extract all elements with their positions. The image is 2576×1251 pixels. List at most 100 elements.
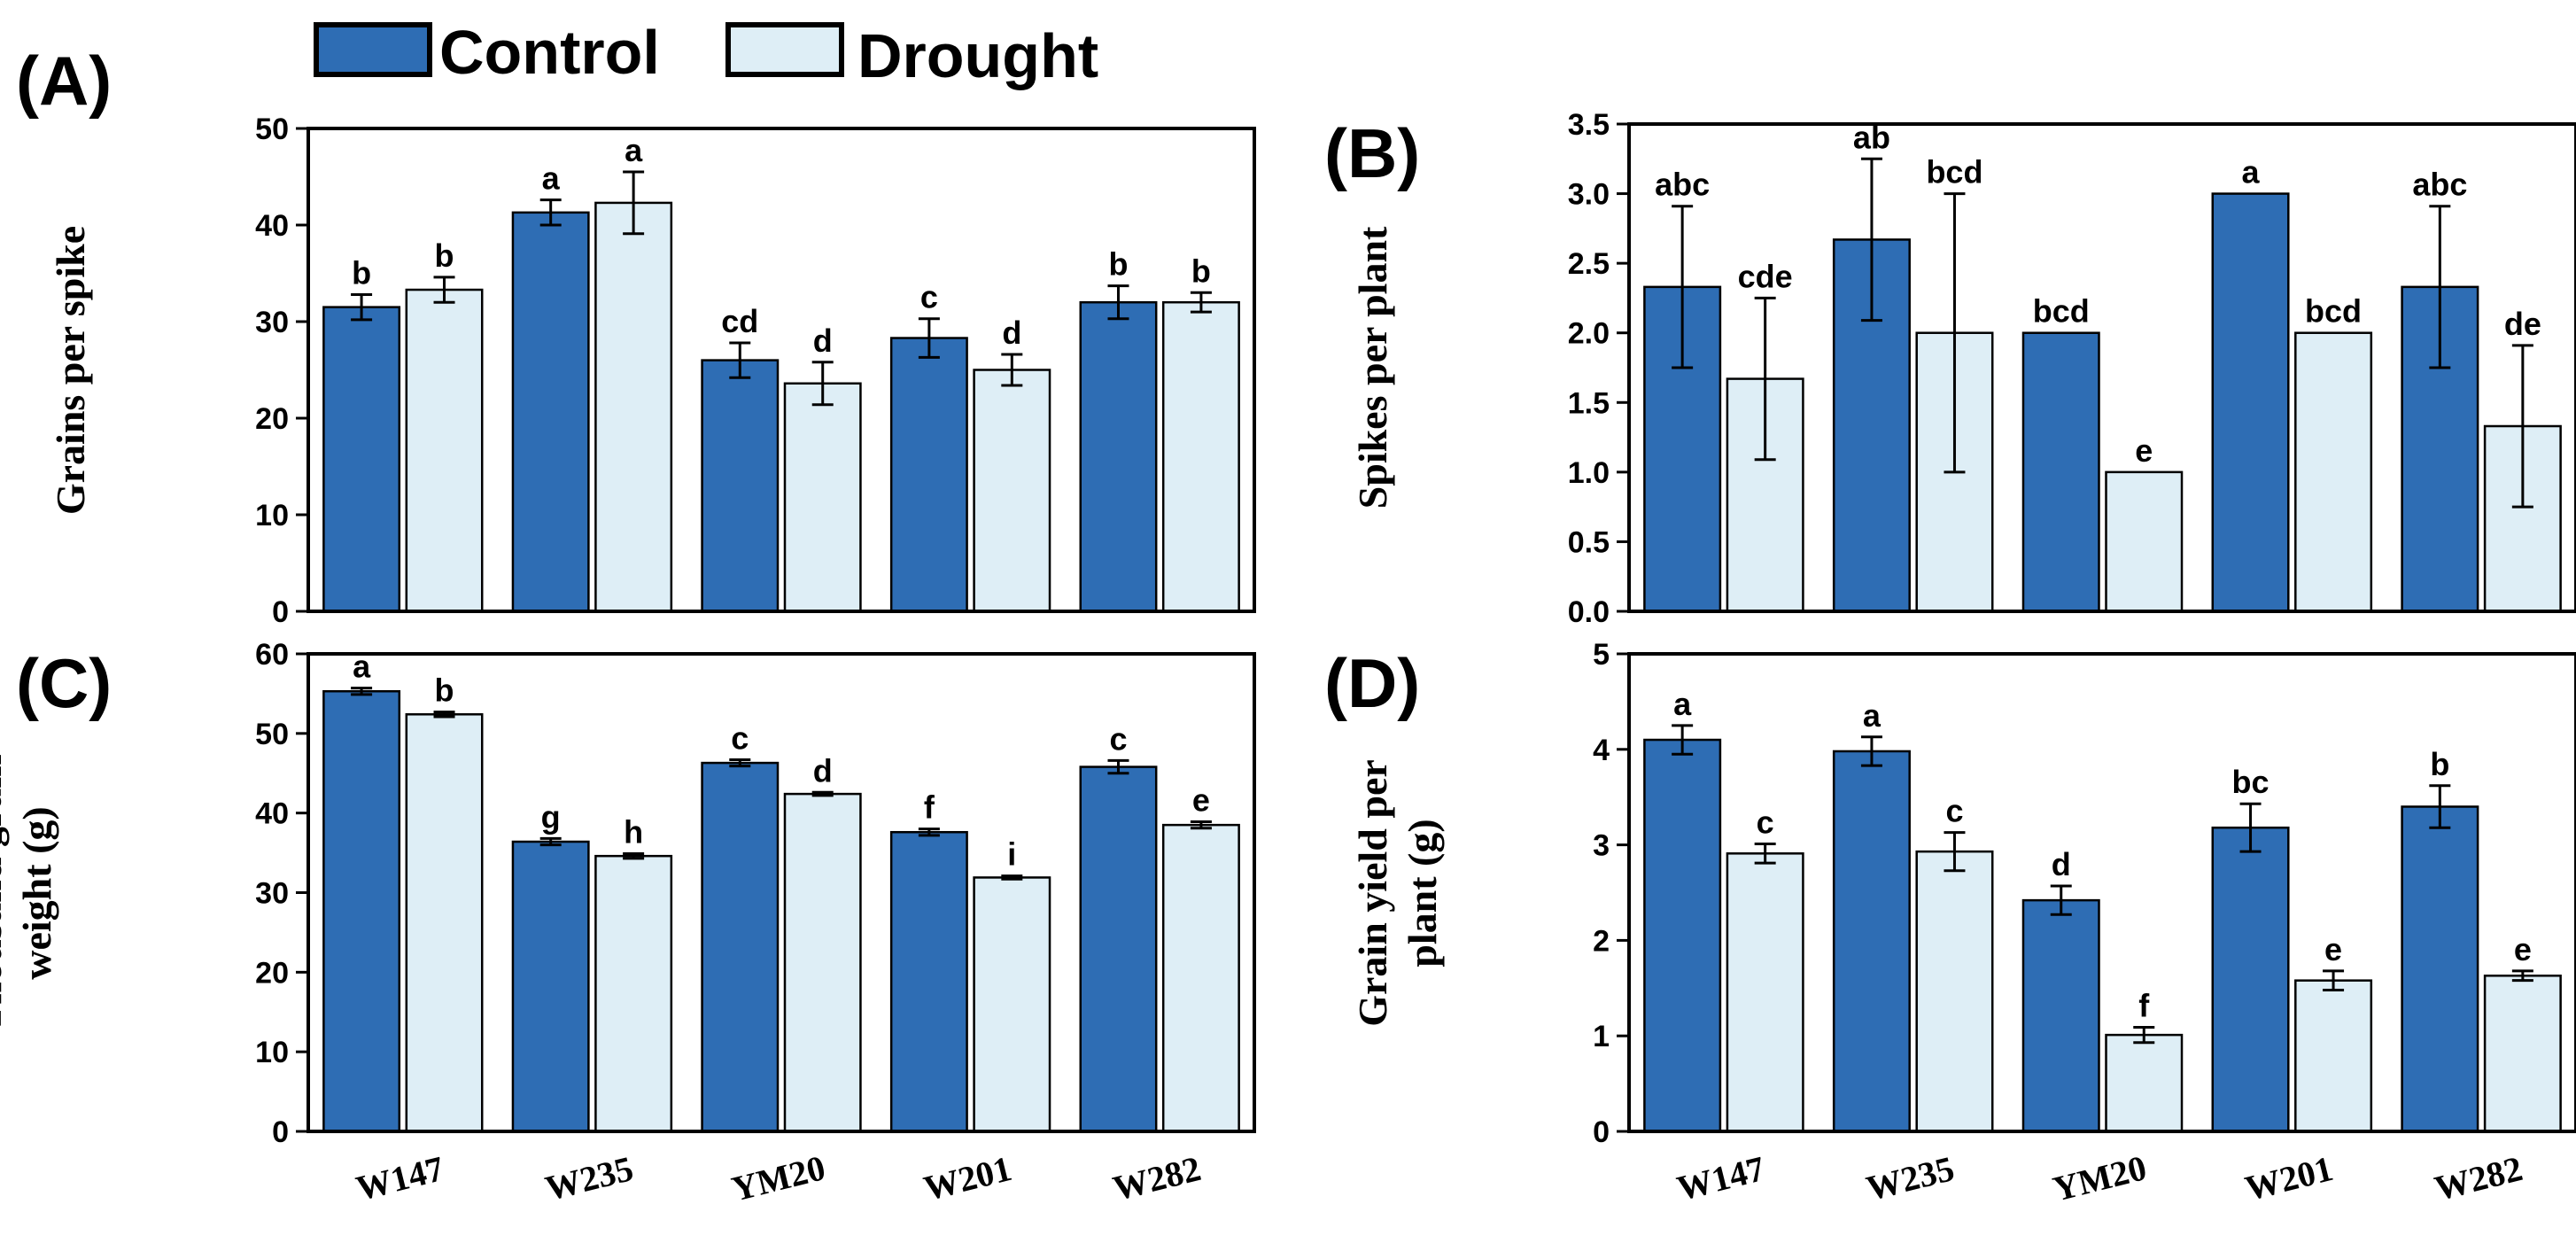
significance-letter: d	[813, 322, 833, 359]
significance-letter: c	[1757, 804, 1774, 841]
significance-letter: d	[1002, 315, 1021, 351]
y-tick-label: 40	[255, 209, 289, 243]
x-tick-label: W282	[2431, 1148, 2526, 1208]
bar-control	[511, 211, 590, 613]
y-tick-label: 20	[255, 956, 289, 990]
y-tick-label: 20	[255, 402, 289, 436]
bar-control	[701, 359, 780, 613]
significance-letter: f	[924, 789, 935, 826]
y-axis-label: Grain yield per plant (g)	[1350, 759, 1445, 1027]
bar-drought	[1726, 852, 1804, 1133]
panel-label: (C)	[16, 644, 112, 722]
y-tick-label: 2.5	[1568, 247, 1610, 281]
y-tick-label: 3.0	[1568, 178, 1610, 212]
bar-control	[322, 306, 401, 613]
y-tick-label: 3	[1593, 829, 1610, 863]
y-tick-label: 0	[272, 595, 289, 629]
significance-letter: a	[542, 160, 561, 197]
panel-c: (C) 0 10 20 30 40 50 60 Thousand grain weight (g)…	[0, 638, 1256, 1209]
bar-control	[2211, 192, 2290, 613]
bar-control	[2401, 805, 2479, 1133]
significance-letter: b	[2430, 746, 2449, 782]
bar-drought	[2294, 331, 2373, 613]
y-tick-label: 4	[1593, 734, 1610, 767]
significance-letter: abc	[2412, 167, 2467, 203]
panel-label: (D)	[1324, 644, 1420, 722]
panel-label: (B)	[1324, 114, 1420, 192]
significance-letter: h	[624, 813, 643, 850]
bar-drought	[405, 713, 484, 1133]
significance-letter: c	[731, 719, 749, 756]
bar-control	[1643, 738, 1722, 1133]
bar-drought	[783, 792, 862, 1133]
bar-drought	[405, 288, 484, 613]
y-tick-label: 30	[255, 306, 289, 339]
y-tick-label: 40	[255, 797, 289, 831]
y-tick-label: 2	[1593, 924, 1610, 958]
plot-frame	[306, 127, 1256, 613]
y-tick-label: 2.0	[1568, 317, 1610, 351]
x-tick-label: W282	[1109, 1148, 1205, 1208]
significance-letter: abc	[1655, 167, 1710, 203]
significance-letter: bc	[2232, 764, 2270, 800]
y-axis-label-line: Spikes per plant	[1350, 226, 1395, 509]
plot-frame	[1627, 122, 2576, 613]
significance-letter: c	[1109, 720, 1127, 757]
x-tick-label: W201	[919, 1148, 1015, 1208]
bar-control	[1079, 300, 1158, 613]
y-axis-label-line: Grain yield per	[1350, 759, 1395, 1027]
significance-letter: b	[435, 237, 454, 274]
significance-letter: bcd	[1926, 154, 1982, 190]
x-tick-label: W147	[1673, 1148, 1769, 1208]
bar-control	[511, 840, 590, 1133]
y-axis-label: Thousand grain weight (g)	[0, 754, 59, 1031]
significance-letter: bcd	[2033, 293, 2090, 330]
bar-drought	[973, 369, 1051, 613]
bar-drought	[1161, 300, 1240, 613]
y-axis-label-line: weight (g)	[14, 806, 59, 979]
y-tick-label: 1.5	[1568, 386, 1610, 420]
y-axis-label-line: plant (g)	[1400, 819, 1445, 967]
significance-letter: c	[1945, 793, 1963, 829]
significance-letter: cde	[1738, 258, 1793, 294]
y-tick-label: 0.0	[1568, 595, 1610, 629]
bar-control	[2211, 826, 2290, 1133]
y-tick-label: 0	[272, 1115, 289, 1149]
y-axis-label: Grains per spike	[48, 226, 93, 515]
significance-letter: d	[813, 752, 833, 789]
y-tick-label: 30	[255, 877, 289, 911]
legend-swatch-drought	[725, 22, 844, 77]
significance-letter: a	[1863, 697, 1882, 734]
significance-letter: b	[352, 254, 371, 291]
y-tick-label: 10	[255, 499, 289, 532]
legend-swatch-control	[314, 22, 432, 77]
significance-letter: bcd	[2305, 293, 2362, 330]
plot-frame	[1627, 652, 2576, 1133]
y-tick-label: 5	[1593, 638, 1610, 672]
significance-letter: g	[541, 798, 561, 835]
significance-letter: d	[2052, 846, 2071, 882]
panel-d: (D) 0 1 2 3 4 5 Grain yield per plant (g) a c W147 a…	[1324, 638, 2576, 1209]
bar-control	[1079, 765, 1158, 1133]
x-tick-label: YM20	[2049, 1147, 2150, 1208]
panel-label: (A)	[16, 42, 112, 120]
significance-letter: a	[1673, 686, 1692, 722]
bar-control	[889, 830, 968, 1133]
significance-letter: e	[2135, 432, 2153, 469]
significance-letter: c	[920, 279, 938, 315]
bar-drought	[2105, 470, 2184, 613]
y-tick-label: 0.5	[1568, 525, 1610, 559]
significance-letter: cd	[721, 303, 758, 339]
bar-control	[2021, 898, 2100, 1133]
bar-control	[889, 337, 968, 613]
significance-letter: e	[1192, 782, 1210, 819]
x-tick-label: W147	[353, 1148, 448, 1208]
bar-drought	[973, 876, 1051, 1133]
significance-letter: e	[2514, 931, 2532, 967]
legend: Control Drought	[314, 18, 1098, 90]
bar-control	[1832, 750, 1911, 1133]
bar-control	[322, 689, 401, 1133]
y-tick-label: 60	[255, 638, 289, 672]
